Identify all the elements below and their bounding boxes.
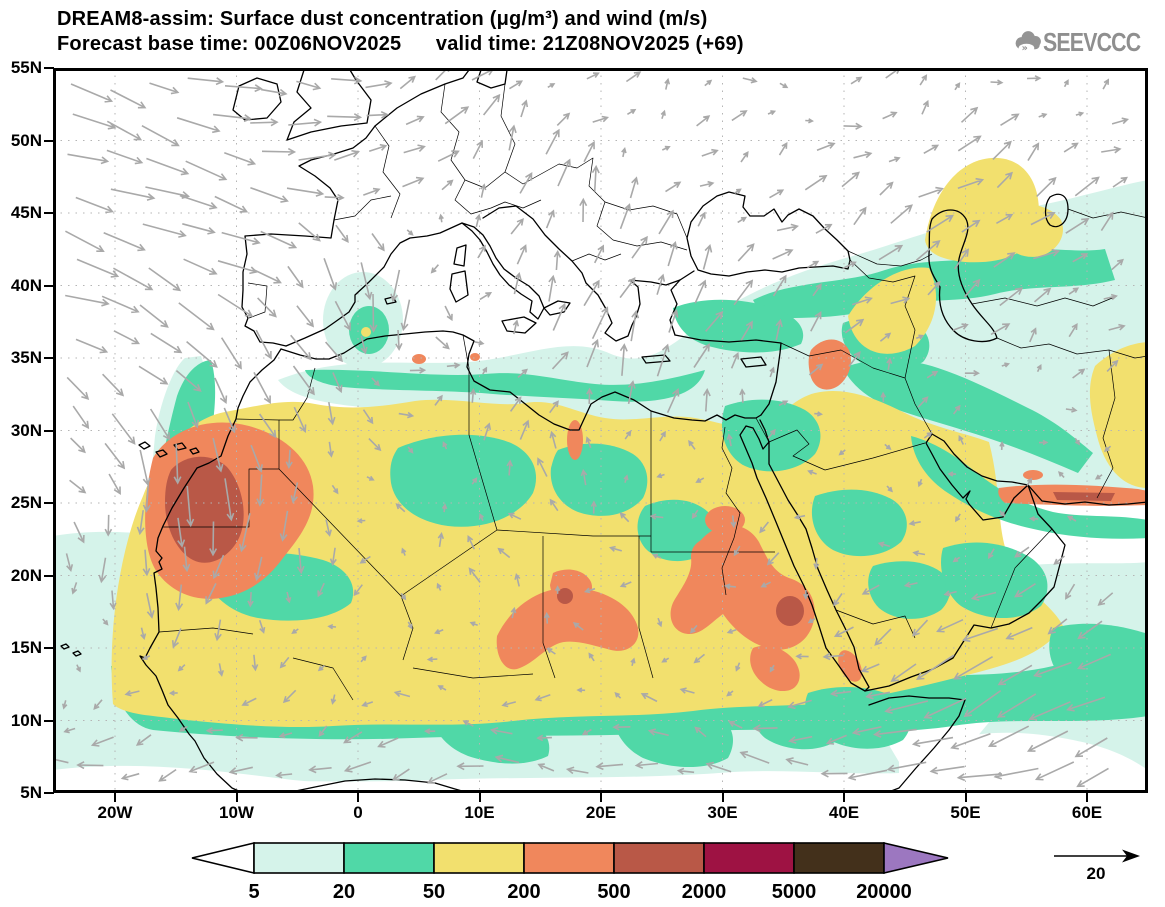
lat-tick-label: 50N	[10, 130, 42, 150]
legend-segment	[433, 842, 525, 874]
legend-segment	[703, 842, 795, 874]
lon-tick-label: 0	[353, 803, 363, 822]
lon-tick	[721, 793, 724, 802]
lon-tick	[964, 793, 967, 802]
lon-tick-label: 30E	[707, 803, 738, 822]
lon-tick	[114, 793, 116, 802]
lat-tick-label: 40N	[10, 275, 42, 295]
legend-boundary-label: 500	[597, 881, 630, 903]
svg-text:»: »	[1022, 43, 1028, 54]
legend-boundary-label: 200	[507, 881, 540, 903]
cloud-icon: »	[1015, 31, 1041, 54]
lat-tick	[44, 212, 54, 214]
lon-tick-label: 10E	[464, 803, 495, 822]
legend-segment	[793, 842, 885, 874]
dust-concentration-map	[53, 68, 1148, 793]
graticule	[53, 68, 1148, 793]
figure-title: DREAM8-assim: Surface dust concentration…	[57, 8, 708, 30]
lat-tick-label: 20N	[10, 565, 42, 585]
lat-tick	[44, 792, 54, 794]
lon-tick-label: 40E	[828, 803, 860, 822]
lon-tick-label: 60E	[1071, 803, 1103, 822]
legend-segment	[613, 842, 705, 874]
lat-tick	[44, 284, 54, 287]
lat-tick-label: 35N	[10, 348, 42, 367]
lon-tick	[600, 793, 602, 802]
lat-tick-label: 10N	[10, 710, 42, 730]
lon-tick	[478, 793, 481, 802]
lat-tick	[44, 647, 54, 649]
lon-tick	[357, 793, 359, 802]
legend-boundary-label: 20000	[856, 881, 912, 903]
legend-boundary-label: 20	[333, 881, 355, 903]
wind-arrows	[53, 68, 1130, 788]
seevccc-logo: » SEEVCCC	[1012, 22, 1162, 62]
lon-tick-label: 10W	[219, 803, 254, 822]
wind-vector-layer	[53, 68, 1130, 788]
lon-tick-label: 20W	[97, 803, 133, 822]
lon-tick	[843, 793, 845, 802]
lat-tick-label: 55N	[10, 58, 42, 77]
lat-tick	[44, 357, 54, 359]
figure-subtitle: Forecast base time: 00Z06NOV2025 valid t…	[57, 33, 744, 55]
legend-boundary-label: 5000	[772, 881, 817, 903]
lat-tick	[44, 574, 54, 577]
wind-reference-label: 20	[1086, 864, 1106, 883]
lat-tick-label: 25N	[10, 493, 42, 512]
dust-field	[53, 157, 1148, 793]
legend-underflow-arrow	[191, 841, 255, 875]
legend-segment	[343, 842, 435, 874]
lon-tick-label: 50E	[950, 803, 981, 822]
lon-tick	[235, 793, 238, 802]
wind-reference: 20	[1050, 844, 1154, 900]
lat-tick	[44, 719, 54, 722]
wind-reference-arrow-icon	[1054, 849, 1140, 863]
lon-tick-label: 20E	[585, 803, 617, 822]
legend-boundary-label: 5	[248, 881, 259, 903]
map-area	[53, 68, 1148, 793]
legend-boundary-label: 2000	[682, 881, 727, 903]
legend-colorbar: 5 20 50 200 500 2000 5000 20000	[191, 841, 949, 903]
map-frame	[53, 68, 1148, 793]
lat-tick	[44, 139, 54, 142]
lat-tick-label: 30N	[10, 420, 42, 440]
lat-tick	[44, 67, 54, 69]
logo-text: SEEVCCC	[1043, 26, 1141, 57]
legend-segment	[253, 842, 345, 874]
lat-tick	[44, 429, 54, 432]
legend-segment	[523, 842, 615, 874]
lat-tick-label: 15N	[10, 638, 42, 657]
lat-tick-label: 5N	[20, 783, 42, 802]
legend-boundary-label: 50	[423, 881, 445, 903]
legend-overflow-arrow	[883, 841, 949, 875]
lat-tick-label: 45N	[10, 203, 42, 222]
lat-tick	[44, 502, 54, 504]
lon-tick	[1086, 793, 1088, 802]
